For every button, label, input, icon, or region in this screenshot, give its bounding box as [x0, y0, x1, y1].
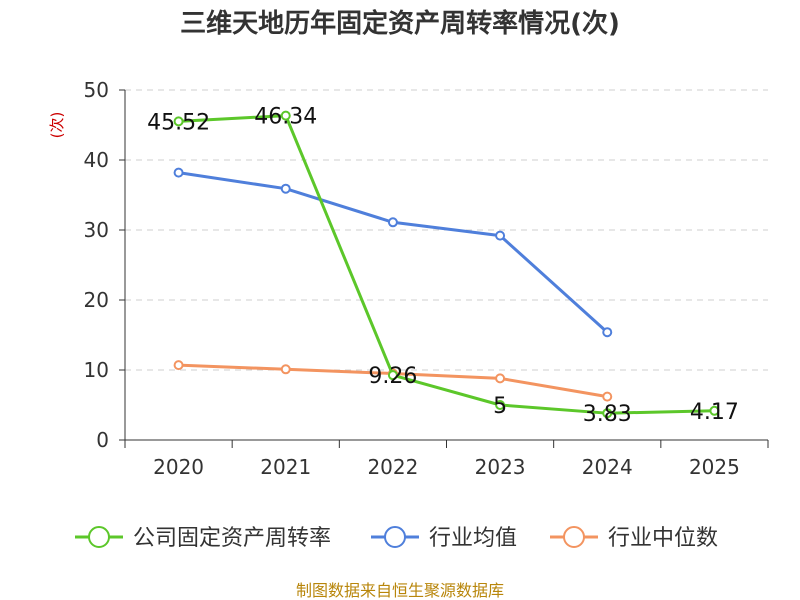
legend-label-1: 行业均值 [429, 526, 517, 551]
y-tick-label-3: 30 [84, 218, 109, 242]
data-labels: 45.52 46.34 9.26 5 3.83 4.17 [147, 105, 739, 428]
series-0-point-2021[interactable] [280, 110, 291, 121]
legend-item-0[interactable]: 公司固定资产周转率 [75, 526, 331, 551]
series-1-point-2021[interactable] [280, 183, 291, 194]
legend-item-1[interactable]: 行业均值 [371, 526, 517, 551]
x-tick-label-2023: 2023 [475, 455, 526, 479]
y-axis-label: (次) [48, 112, 66, 139]
series-0-point-2025[interactable] [709, 405, 720, 416]
x-tick-label-2022: 2022 [367, 455, 418, 479]
series-1-point-2022[interactable] [387, 217, 398, 228]
data-label-2020: 45.52 [147, 110, 210, 135]
series-2-point-2020[interactable] [173, 360, 184, 371]
data-label-2021: 46.34 [254, 105, 317, 130]
y-tick-label-0: 0 [96, 428, 109, 452]
legend[interactable]: 公司固定资产周转率 行业均值 行业中位数 [75, 526, 718, 551]
y-tick-label-5: 50 [84, 78, 109, 102]
data-label-2025: 4.17 [690, 400, 739, 425]
x-tick-label-2021: 2021 [260, 455, 311, 479]
data-label-2023: 5 [493, 394, 507, 419]
legend-marker-2 [563, 526, 585, 548]
legend-marker-1 [384, 526, 406, 548]
series-1-point-2024[interactable] [602, 327, 613, 338]
series-line-1 [178, 171, 609, 334]
series-group [173, 110, 720, 419]
x-tick-label-2025: 2025 [689, 455, 740, 479]
series-0-point-2023[interactable] [495, 400, 506, 410]
series-1-point-2020[interactable] [173, 167, 184, 178]
y-tick-label-2: 20 [84, 288, 109, 312]
series-0-point-2022[interactable] [387, 370, 398, 381]
series-1-point-2023[interactable] [495, 230, 506, 241]
x-tick-label-2024: 2024 [582, 455, 633, 479]
legend-label-2: 行业中位数 [608, 526, 718, 551]
legend-marker-0 [88, 526, 110, 548]
x-tick-labels: 2020 2021 2022 2023 2024 2025 [153, 455, 740, 479]
series-0-point-2024[interactable] [602, 408, 613, 419]
source-note: 制图数据来自恒生聚源数据库 [296, 581, 504, 600]
series-2-point-2023[interactable] [495, 373, 506, 384]
series-0-point-2020[interactable] [173, 116, 184, 127]
chart-title: 三维天地历年固定资产周转率情况(次) [180, 8, 620, 39]
y-tick-label-1: 10 [84, 358, 109, 382]
y-tick-label-4: 40 [84, 148, 109, 172]
axes [119, 89, 769, 448]
data-label-2024: 3.83 [583, 402, 632, 427]
y-tick-labels: 0 10 20 30 40 50 [84, 78, 109, 452]
legend-label-0: 公司固定资产周转率 [133, 526, 331, 551]
series-2-point-2024[interactable] [602, 391, 613, 402]
data-label-2022: 9.26 [368, 364, 417, 389]
x-tick-label-2020: 2020 [153, 455, 204, 479]
series-2-point-2021[interactable] [280, 364, 291, 375]
legend-item-2[interactable]: 行业中位数 [550, 526, 718, 551]
series-line-0 [178, 114, 715, 415]
